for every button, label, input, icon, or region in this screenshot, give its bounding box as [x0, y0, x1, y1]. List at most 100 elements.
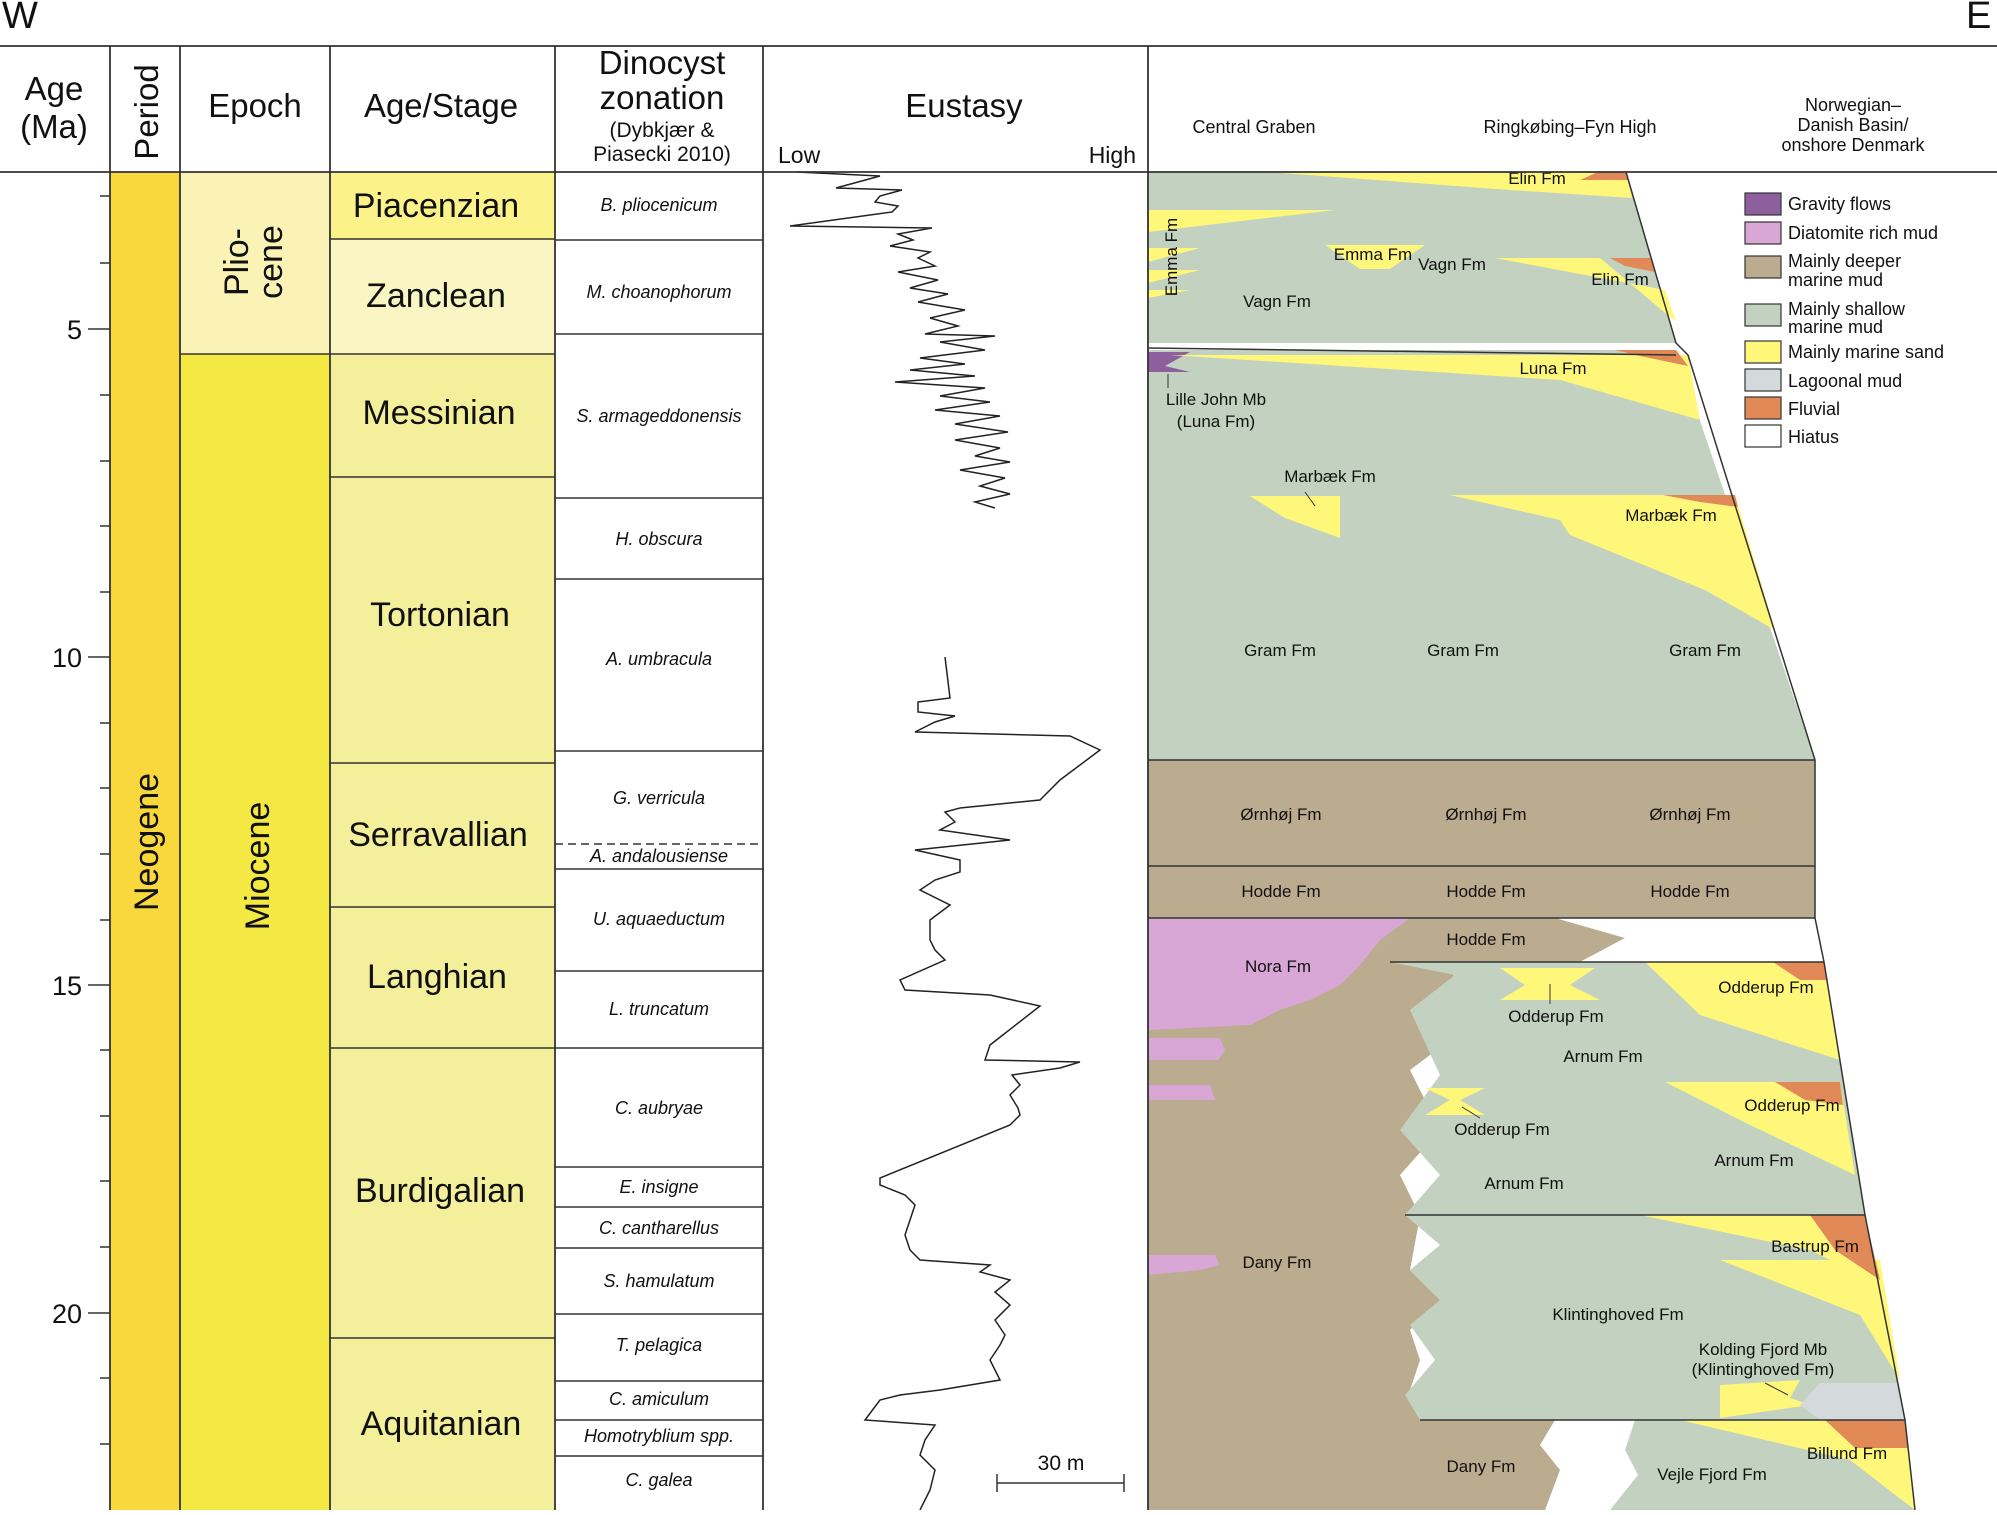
unit-label: Odderup Fm [1744, 1096, 1839, 1115]
unit-label: Klintinghoved Fm [1552, 1305, 1683, 1324]
age-tick-label: 20 [52, 1299, 82, 1329]
dinocyst-zone: S. armageddonensis [576, 406, 741, 426]
legend-label: Lagoonal mud [1788, 371, 1902, 391]
stage-piacenzian-fill [330, 172, 555, 239]
header-epoch: Epoch [208, 87, 302, 124]
stage-zanclean-fill [330, 239, 555, 354]
header-age-unit: (Ma) [20, 108, 88, 145]
header-stage: Age/Stage [364, 87, 518, 124]
unit-label: Vagn Fm [1243, 292, 1311, 311]
unit-label: Luna Fm [1519, 359, 1586, 378]
eustasy-scale-bar [996, 1474, 1125, 1492]
unit-label: Gram Fm [1244, 641, 1316, 660]
unit-label: Billund Fm [1807, 1444, 1887, 1463]
unit-label: Ørnhøj Fm [1445, 805, 1526, 824]
dinocyst-zone: M. choanophorum [586, 282, 731, 302]
header-region-norwegian-2: Danish Basin/ [1797, 115, 1908, 135]
header-region-norwegian-1: Norwegian– [1805, 95, 1901, 115]
stage-label: Messinian [362, 394, 515, 432]
unit-label: Marbæk Fm [1284, 467, 1376, 486]
header-age: Age [25, 70, 84, 107]
unit-label: Ørnhøj Fm [1649, 805, 1730, 824]
unit-label: Marbæk Fm [1625, 506, 1717, 525]
lithostratigraphy-panel [1147, 171, 1916, 1511]
legend-label: Hiatus [1788, 427, 1839, 447]
legend-label: Diatomite rich mud [1788, 223, 1938, 243]
unit-label: Vejle Fjord Fm [1657, 1465, 1767, 1484]
dinocyst-zone: S. hamulatum [603, 1271, 714, 1291]
header-region-norwegian-3: onshore Denmark [1781, 135, 1925, 155]
legend: Gravity flows Diatomite rich mud Mainly … [1744, 192, 1944, 448]
legend-label: Mainly shallow [1788, 299, 1906, 319]
unit-label: Gram Fm [1669, 641, 1741, 660]
unit-label: Arnum Fm [1714, 1151, 1793, 1170]
unit-label: Dany Fm [1243, 1253, 1312, 1272]
dinocyst-zone: A. andalousiense [589, 846, 728, 866]
stage-label: Langhian [367, 958, 507, 996]
epoch-miocene-label: Miocene [239, 802, 277, 931]
header-dinocyst-ref1: (Dybkjær & [609, 119, 714, 142]
unit-label: Hodde Fm [1446, 882, 1525, 901]
age-tick-label: 15 [52, 971, 82, 1001]
legend-swatch-shallow-mud [1744, 303, 1782, 327]
unit-label: Odderup Fm [1718, 978, 1813, 997]
age-tick-label: 5 [67, 315, 82, 345]
dinocyst-zone: H. obscura [615, 529, 702, 549]
epoch-pliocene-label-1: Plio- [218, 228, 256, 296]
dinocyst-zone: C. galea [625, 1470, 692, 1490]
dinocyst-zone: U. aquaeductum [593, 909, 725, 929]
unit-label: Elin Fm [1591, 270, 1649, 289]
legend-swatch-lagoonal [1744, 368, 1782, 392]
period-neogene-label: Neogene [128, 773, 166, 911]
header-period: Period [128, 64, 165, 159]
dinocyst-zone: G. verricula [613, 788, 705, 808]
dinocyst-zone: B. pliocenicum [600, 195, 717, 215]
dinocyst-zone: L. truncatum [609, 999, 709, 1019]
eustasy-curve-upper [789, 171, 1011, 509]
legend-swatch-diatomite [1744, 221, 1782, 245]
epoch-pliocene-fill [180, 172, 330, 354]
unit-label: Emma Fm [1334, 245, 1412, 264]
stage-label: Tortonian [370, 596, 510, 634]
legend-label: Fluvial [1788, 399, 1840, 419]
unit-label: Hodde Fm [1446, 930, 1525, 949]
header-region-ringkobing: Ringkøbing–Fyn High [1483, 117, 1656, 137]
header-zonation: zonation [600, 79, 725, 116]
dinocyst-zone: C. aubryae [615, 1098, 703, 1118]
unit-label: Kolding Fjord Mb [1699, 1340, 1828, 1359]
period-neogene-fill [110, 172, 180, 1510]
dinocyst-zone: A. umbracula [605, 649, 712, 669]
eustasy-curve-lower [863, 656, 1102, 1511]
stage-label: Aquitanian [361, 1405, 522, 1443]
unit-label: Vagn Fm [1418, 255, 1486, 274]
header-eustasy-low: Low [778, 142, 821, 168]
legend-label: marine mud [1788, 317, 1883, 337]
unit-label: Odderup Fm [1508, 1007, 1603, 1026]
stage-label: Serravallian [348, 816, 528, 854]
unit-label: Odderup Fm [1454, 1120, 1549, 1139]
header-region-central-graben: Central Graben [1192, 117, 1315, 137]
dinocyst-zone: C. cantharellus [599, 1218, 719, 1238]
header-eustasy: Eustasy [905, 87, 1023, 124]
stage-label: Zanclean [366, 277, 506, 315]
unit-label: Nora Fm [1245, 957, 1311, 976]
table-frame [0, 45, 1997, 1510]
west-label: W [2, 0, 38, 37]
legend-label: marine mud [1788, 270, 1883, 290]
legend-swatch-hiatus [1744, 424, 1782, 448]
header-eustasy-high: High [1089, 142, 1136, 168]
unit-label: Ørnhøj Fm [1240, 805, 1321, 824]
unit-label: Bastrup Fm [1771, 1237, 1859, 1256]
unit-label: (Luna Fm) [1177, 412, 1255, 431]
dinocyst-zone: E. insigne [619, 1177, 698, 1197]
age-tick-label: 10 [52, 643, 82, 673]
unit-label: Dany Fm [1447, 1457, 1516, 1476]
legend-swatch-deeper-mud [1744, 255, 1782, 279]
eustasy-scale-label: 30 m [1038, 1452, 1085, 1475]
unit-label: Hodde Fm [1650, 882, 1729, 901]
legend-swatch-fluvial [1744, 396, 1782, 420]
unit-labels: Elin Fm Emma Fm Emma Fm Vagn Fm Vagn Fm … [1162, 169, 1887, 1484]
unit-label: Elin Fm [1508, 169, 1566, 188]
legend-label: Gravity flows [1788, 194, 1891, 214]
